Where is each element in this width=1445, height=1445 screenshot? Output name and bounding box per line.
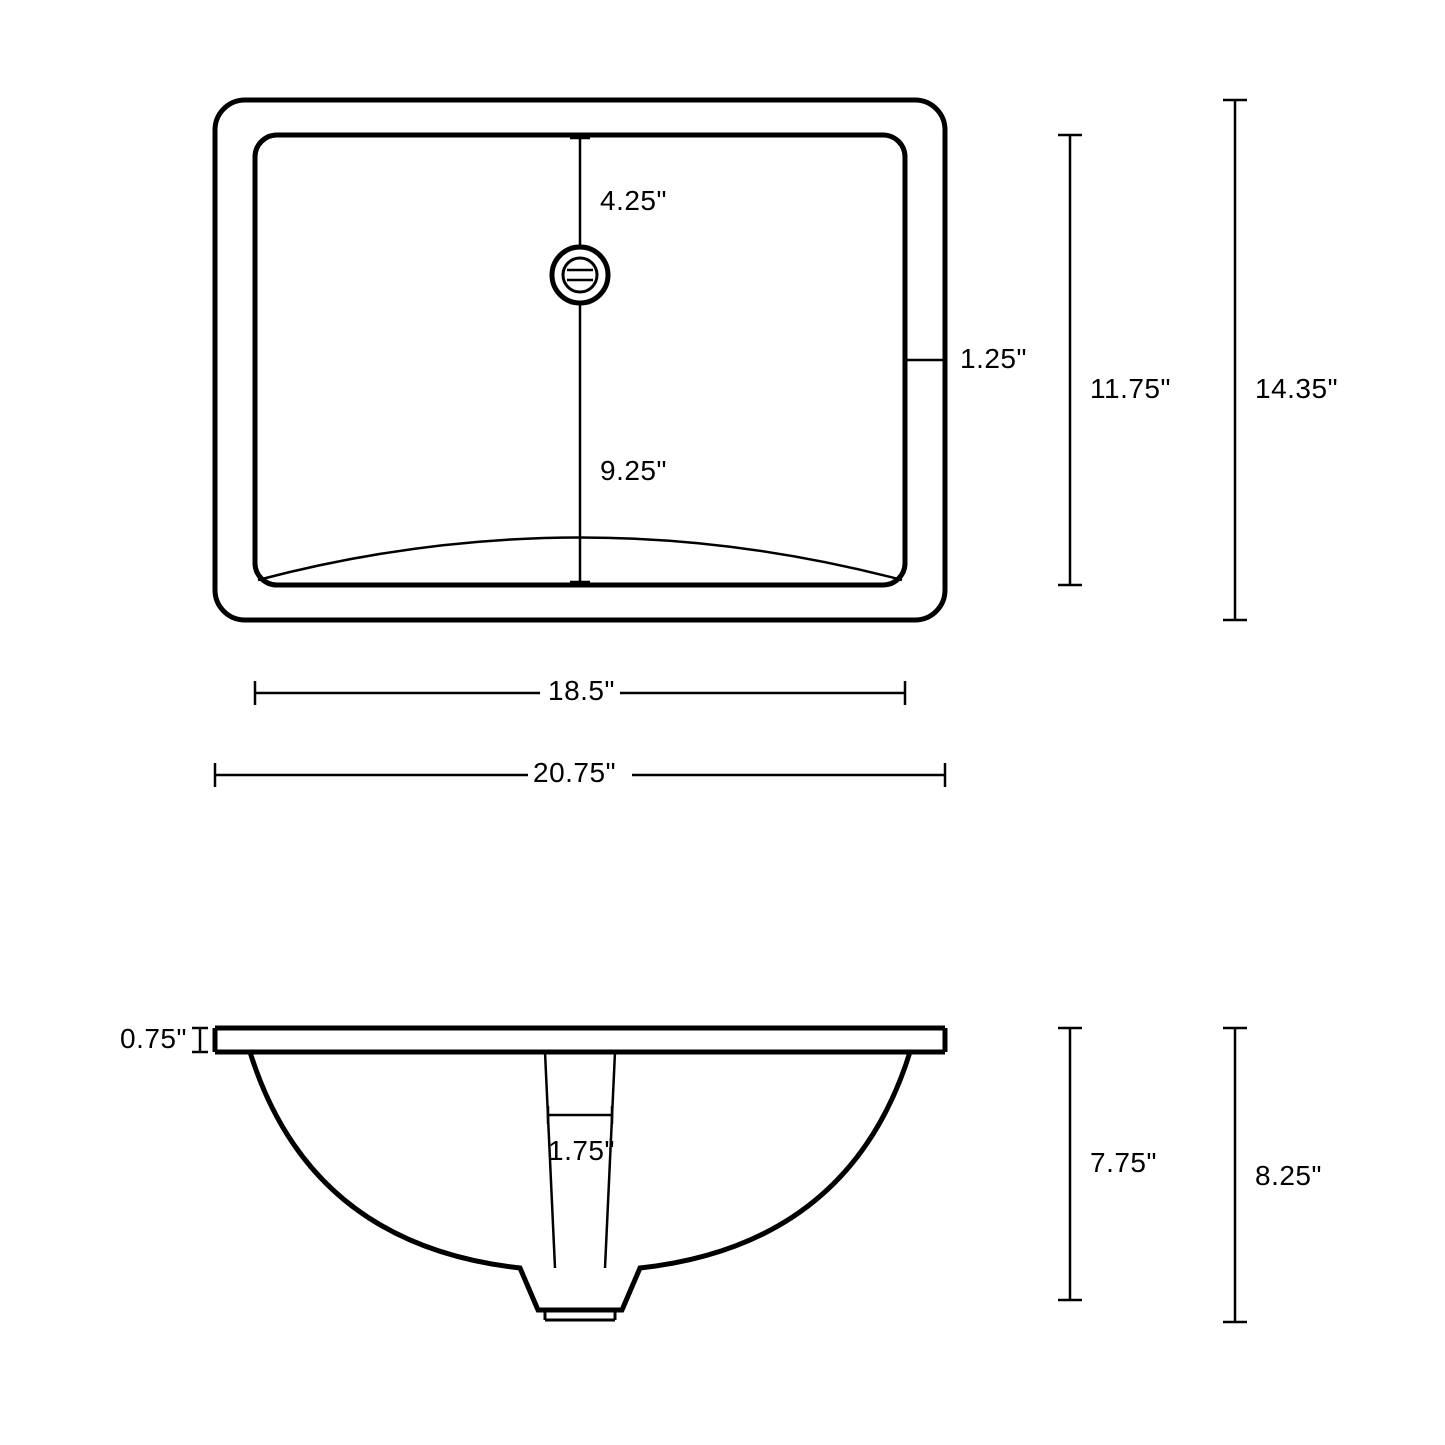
label-0_75: 0.75" <box>120 1023 187 1054</box>
label-11_75: 11.75" <box>1090 373 1171 404</box>
sink-dimension-drawing: 4.25" 9.25" 1.25" 11.75" 14.35" 18.5" 20… <box>0 0 1445 1445</box>
label-1_75: 1.75" <box>548 1135 615 1166</box>
label-14_35: 14.35" <box>1255 373 1338 404</box>
label-18_5: 18.5" <box>548 675 615 706</box>
top-view: 4.25" 9.25" 1.25" 11.75" 14.35" 18.5" 20… <box>215 100 1338 788</box>
bowl-outline <box>250 1052 910 1310</box>
label-8_25: 8.25" <box>1255 1160 1322 1191</box>
drain-inner <box>563 258 597 292</box>
label-1_25: 1.25" <box>960 343 1027 374</box>
side-view: 0.75" 1.75" 7.75" 8.25" <box>120 1023 1322 1322</box>
label-9_25: 9.25" <box>600 455 667 486</box>
label-4_25: 4.25" <box>600 185 667 216</box>
label-20_75: 20.75" <box>533 757 616 788</box>
drain-outer <box>552 247 608 303</box>
label-7_75: 7.75" <box>1090 1147 1157 1178</box>
